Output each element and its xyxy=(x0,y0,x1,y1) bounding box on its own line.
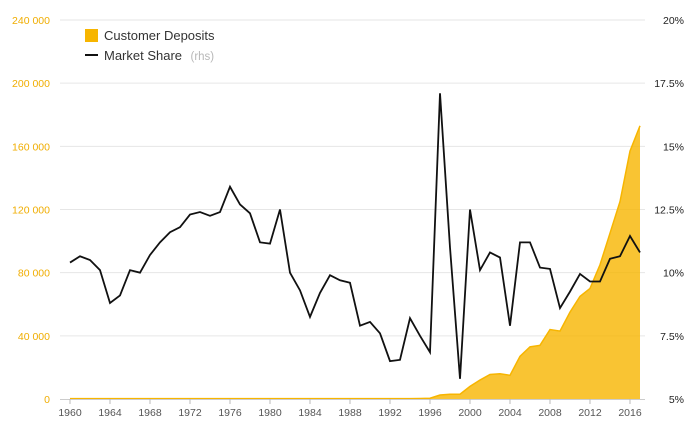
customer-deposits-area xyxy=(70,125,640,400)
left-tick-label: 0 xyxy=(44,394,50,406)
x-tick-label: 1996 xyxy=(418,407,442,419)
right-tick-label: 15% xyxy=(663,141,684,153)
x-tick-label: 2000 xyxy=(458,407,482,419)
legend-swatch-customer-deposits xyxy=(85,29,98,42)
legend-label-customer-deposits: Customer Deposits xyxy=(104,28,215,43)
x-tick-label: 2016 xyxy=(618,407,642,419)
x-tick-label: 2004 xyxy=(498,407,522,419)
legend-label-market-share-name: Market Share xyxy=(104,48,182,63)
left-tick-label: 40 000 xyxy=(18,331,50,343)
x-tick-label: 1976 xyxy=(218,407,242,419)
x-axis: 1960 1964 1968 1972 1976 1980 1984 1988 1992 1996… xyxy=(58,399,645,419)
customer-deposits-edge xyxy=(70,125,641,400)
x-tick-label: 1992 xyxy=(378,407,402,419)
right-tick-label: 5% xyxy=(669,394,684,406)
legend-label-market-share: Market Share (rhs) xyxy=(104,47,214,64)
left-axis-ticks: 0 40 000 80 000 120 000 160 000 200 000 240 00… xyxy=(12,15,50,406)
x-tick-label: 1980 xyxy=(258,407,282,419)
market-share-line xyxy=(69,93,641,379)
right-axis-ticks: 5% 7.5% 10% 12.5% 15% 17.5% 20% xyxy=(654,15,684,406)
x-tick-label: 1988 xyxy=(338,407,362,419)
left-tick-label: 160 000 xyxy=(12,141,50,153)
x-tick-label: 1968 xyxy=(138,407,162,419)
x-tick-label: 2008 xyxy=(538,407,562,419)
x-tick-label: 2012 xyxy=(578,407,602,419)
right-tick-label: 20% xyxy=(663,15,684,27)
left-tick-label: 200 000 xyxy=(12,78,50,90)
gridlines xyxy=(60,19,645,337)
x-tick-label: 1964 xyxy=(98,407,122,419)
legend: Customer Deposits Market Share (rhs) xyxy=(85,28,215,64)
right-tick-label: 12.5% xyxy=(654,205,684,217)
left-tick-label: 240 000 xyxy=(12,15,50,27)
x-tick-label: 1960 xyxy=(58,407,82,419)
right-tick-label: 17.5% xyxy=(654,78,684,90)
right-tick-label: 7.5% xyxy=(660,331,684,343)
market-share-series xyxy=(69,93,641,379)
left-tick-label: 120 000 xyxy=(12,205,50,217)
x-tick-label: 1972 xyxy=(178,407,202,419)
left-tick-label: 80 000 xyxy=(18,268,50,280)
legend-label-market-share-suffix: (rhs) xyxy=(191,51,215,63)
customer-deposits-series xyxy=(70,125,641,400)
x-tick-label: 1984 xyxy=(298,407,322,419)
right-tick-label: 10% xyxy=(663,268,684,280)
